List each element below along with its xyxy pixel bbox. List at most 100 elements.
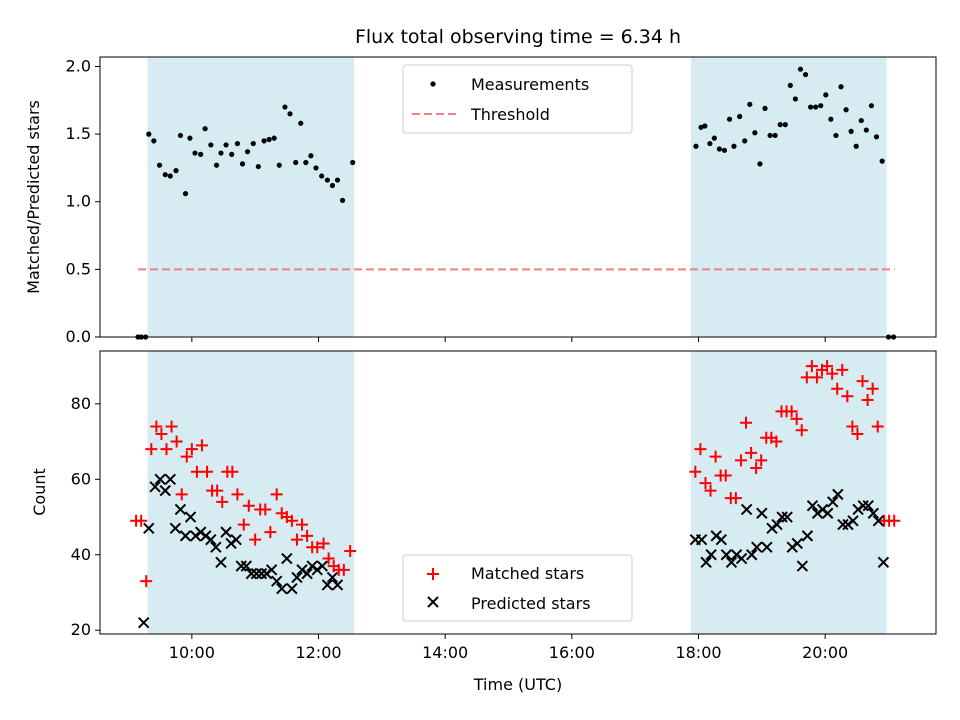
matched-star-point bbox=[851, 428, 864, 441]
predicted-star-point bbox=[235, 560, 247, 572]
x-tick-label: 20:00 bbox=[802, 643, 848, 662]
matched-star-point bbox=[180, 450, 193, 463]
measurement-point bbox=[828, 116, 834, 122]
measurements-legend-label: Measurements bbox=[471, 75, 589, 94]
measurement-point bbox=[182, 191, 189, 197]
measurement-point bbox=[308, 153, 314, 159]
measurement-point bbox=[198, 151, 204, 157]
y-tick-label: 1.0 bbox=[66, 192, 91, 211]
predicted-star-point bbox=[149, 481, 161, 493]
measurement-point bbox=[339, 197, 346, 203]
matched-star-point bbox=[216, 495, 229, 508]
measurement-point bbox=[177, 132, 184, 139]
measurement-point bbox=[276, 162, 282, 168]
matched-star-point bbox=[242, 499, 255, 512]
measurement-point bbox=[702, 123, 708, 129]
matched-star-point bbox=[709, 450, 722, 463]
measurement-point bbox=[218, 150, 224, 156]
predicted-star-point bbox=[205, 533, 217, 546]
matched-star-point bbox=[145, 443, 158, 456]
predicted-star-point bbox=[837, 518, 849, 531]
predicted-star-point bbox=[720, 549, 733, 561]
observing-span bbox=[690, 351, 887, 634]
measurement-point bbox=[162, 172, 168, 178]
count-axis-ticks: 20 40 60 80 10:00 12:00 14:00 16:00 18:00 20:00 bbox=[71, 394, 849, 662]
measurement-point bbox=[787, 82, 793, 89]
matched-star-point bbox=[135, 514, 148, 527]
matched-star-point bbox=[296, 518, 309, 531]
measurement-point bbox=[767, 132, 773, 139]
y-tick-label: 1.5 bbox=[66, 124, 91, 143]
measurement-point bbox=[797, 66, 804, 72]
matched-star-point bbox=[704, 484, 717, 497]
matched-star-point bbox=[888, 514, 901, 527]
matched-star-point bbox=[231, 488, 244, 501]
predicted-star-point bbox=[771, 518, 783, 531]
measurement-point bbox=[192, 150, 198, 156]
matched-star-point bbox=[694, 443, 707, 456]
measurement-point bbox=[234, 140, 241, 147]
predicted-star-point bbox=[751, 541, 763, 553]
measurement-point bbox=[742, 138, 748, 144]
predicted-star-point bbox=[791, 537, 804, 550]
matched-star-point bbox=[190, 465, 203, 478]
measurement-point bbox=[752, 130, 758, 136]
measurement-point bbox=[187, 135, 193, 141]
measurement-point bbox=[324, 177, 330, 183]
predicted-star-point bbox=[240, 560, 253, 572]
measurement-point bbox=[173, 168, 179, 174]
predicted-star-point bbox=[801, 530, 814, 542]
predicted-star-point bbox=[143, 522, 155, 535]
measurement-point bbox=[808, 104, 814, 110]
measurement-point bbox=[156, 162, 163, 168]
predicted-star-point bbox=[827, 496, 839, 508]
predicted-star-point bbox=[756, 507, 768, 519]
y-tick-label: 60 bbox=[71, 469, 91, 488]
matched-star-point bbox=[211, 484, 224, 497]
matched-star-point bbox=[861, 394, 874, 407]
measurement-point bbox=[813, 104, 819, 110]
predicted-star-point bbox=[715, 533, 728, 546]
predicted-star-point bbox=[230, 533, 242, 546]
measurement-point bbox=[843, 107, 849, 113]
matched-star-point bbox=[226, 465, 239, 478]
predicted-star-point bbox=[705, 549, 717, 561]
predicted-star-point bbox=[159, 484, 171, 497]
matched-star-point bbox=[155, 428, 168, 441]
measurement-point bbox=[255, 163, 261, 170]
y-tick-label: 20 bbox=[71, 620, 91, 639]
measurement-point bbox=[261, 138, 267, 144]
matched-star-point bbox=[734, 454, 747, 467]
predicted-stars-legend-marker bbox=[427, 596, 439, 608]
measurement-point bbox=[879, 158, 885, 164]
predicted-star-point bbox=[301, 567, 313, 580]
measurement-point bbox=[762, 105, 768, 112]
count-panel: 20 40 60 80 10:00 12:00 14:00 16:00 18:00 20:00 C… bbox=[30, 350, 937, 694]
predicted-star-point bbox=[215, 556, 227, 569]
predicted-star-point bbox=[862, 499, 874, 512]
measurement-point bbox=[250, 140, 256, 147]
predicted-star-point bbox=[169, 522, 182, 535]
matched-star-point bbox=[140, 575, 153, 588]
measurement-point bbox=[146, 131, 152, 137]
measurement-point bbox=[693, 143, 699, 149]
ratio-panel: 0.00.51.01.52.0 Matched/Predicted stars … bbox=[24, 56, 937, 346]
predicted-star-point bbox=[872, 515, 885, 527]
matched-star-point bbox=[856, 375, 869, 388]
measurement-point bbox=[298, 120, 304, 126]
predicted-star-point bbox=[735, 552, 748, 565]
x-axis-label: Time (UTC) bbox=[473, 675, 562, 694]
matched-star-point bbox=[866, 382, 879, 395]
predicted-star-point bbox=[806, 499, 819, 512]
matched-star-point bbox=[800, 371, 813, 384]
y-tick-label: 0.0 bbox=[66, 327, 91, 346]
measurement-point bbox=[313, 165, 319, 171]
measurement-point bbox=[223, 142, 229, 148]
matched-star-point bbox=[195, 439, 208, 452]
matched-star-point bbox=[805, 360, 818, 373]
observing-span bbox=[147, 57, 354, 337]
predicted-star-point bbox=[154, 473, 166, 486]
measurement-point bbox=[823, 92, 829, 98]
matched-star-point bbox=[846, 420, 859, 433]
count-panel-frame bbox=[99, 350, 937, 635]
